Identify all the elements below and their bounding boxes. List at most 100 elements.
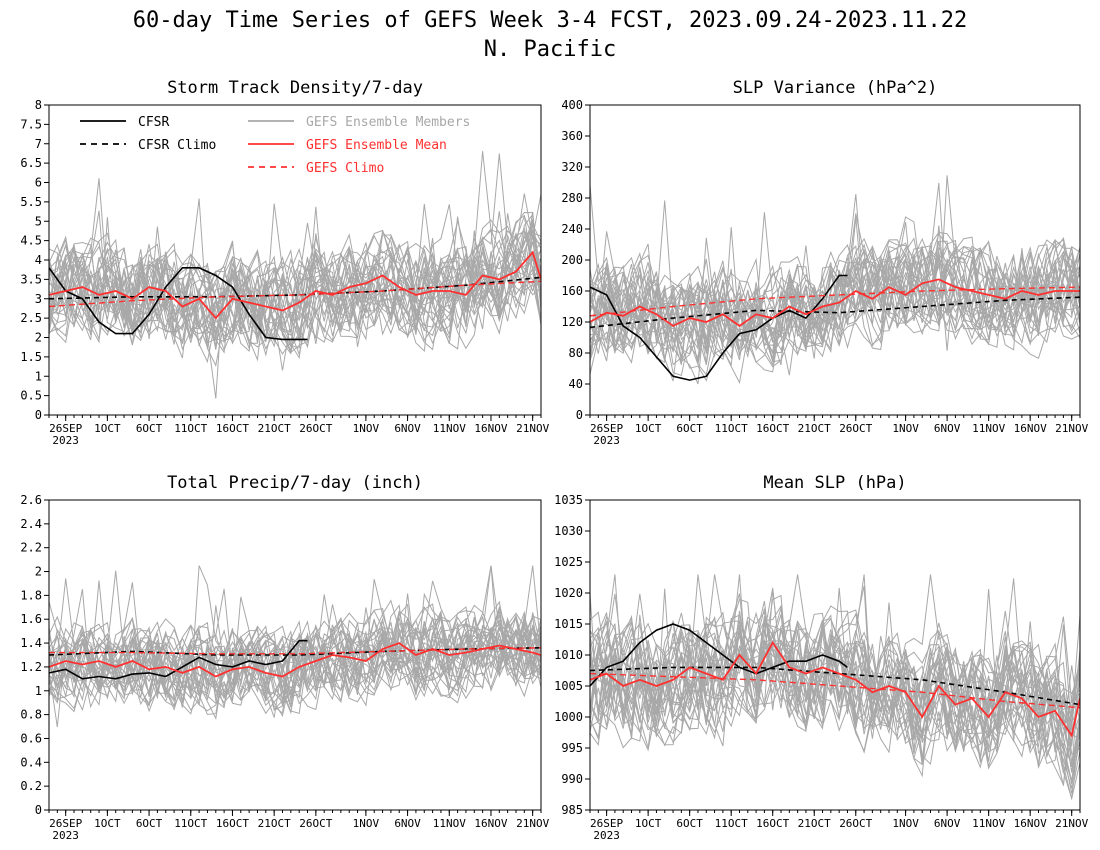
gefs-climo-line [590,672,1080,709]
y-tick-label: 1 [35,684,42,698]
y-tick-label: 0 [35,408,42,422]
ensemble-member-line [49,610,541,700]
y-tick-label: 160 [561,284,583,298]
x-tick-label: 1NOV [892,422,919,435]
y-tick-label: 7.5 [20,117,42,131]
legend-gefs-climo-label: GEFS Climo [306,161,384,176]
y-tick-label: 5.5 [20,195,42,209]
ensemble-member-line [590,608,1080,794]
panel-title: Storm Track Density/7-day [167,78,423,98]
gefs-ensemble-mean-line [590,278,1080,327]
y-tick-label: 280 [561,191,583,205]
x-tick-label: 11OCT [174,817,207,830]
x-tick-label: 26OCT [299,422,332,435]
gefs-ensemble-mean-line [49,250,541,320]
x-tick-label: 16OCT [216,817,249,830]
ensemble-member-line [49,565,541,708]
panel-title: Total Precip/7-day (inch) [167,473,423,493]
x-tick-label: 21OCT [258,422,291,435]
y-tick-label: 2.4 [20,517,42,531]
y-tick-label: 0 [576,408,583,422]
plot-area [590,175,1080,385]
x-tick-label: 21OCT [798,422,831,435]
y-tick-label: 240 [561,222,583,236]
ensemble-member-line [49,153,541,355]
x-tick-label: 1NOV [892,817,919,830]
y-tick-label: 6 [35,176,42,190]
y-tick-label: 120 [561,315,583,329]
y-tick-label: 1025 [554,555,583,569]
x-tick-label: 6OCT [136,422,163,435]
ensemble-member-line [590,184,1080,356]
legend-gefs-members-label: GEFS Ensemble Members [306,115,470,130]
x-tick-label: 16OCT [756,817,789,830]
x-tick-label: 16OCT [216,422,249,435]
x-tick-label: 6OCT [676,422,703,435]
ensemble-member-line [49,230,541,352]
y-tick-label: 2.5 [20,311,42,325]
ensemble-member-line [49,242,541,359]
ensemble-member-line [49,214,541,348]
panels: Storm Track Density/7-day 0 0.5 1 1.5 2 2.5 3 3.… [20,78,1088,842]
ensemble-member-line [49,565,541,727]
x-tick-label: 26OCT [839,422,872,435]
x-tick-label: 1OCT [635,817,662,830]
x-tick-label: 11OCT [715,817,748,830]
y-tick-label: 1010 [554,648,583,662]
y-tick-label: 2.2 [20,541,42,555]
x-tick-label: 21NOV [1055,817,1088,830]
y-tick-label: 1.4 [20,636,42,650]
y-tick-label: 7 [35,137,42,151]
x-tick-label: 11OCT [174,422,207,435]
ensemble-member-line [590,200,1080,360]
ensemble-member-line [49,203,541,351]
x-tick-label: 1OCT [635,422,662,435]
x-tick-label: 16NOV [474,422,507,435]
cfsr-climo-line [49,647,541,656]
plot-area [49,565,541,727]
y-tick-label: 1.8 [20,588,42,602]
panel-title: SLP Variance (hPa^2) [733,78,938,98]
x-tick-label: 11NOV [433,817,466,830]
x-tick-label: 16OCT [756,422,789,435]
ensemble-member-line [49,232,541,356]
chart-panel-3: Total Precip/7-day (inch)00.20.40.60.811… [20,473,549,842]
gefs-ensemble-mean-line [49,642,541,678]
x-tick-label: 21NOV [1055,422,1088,435]
x-tick-label: 6NOV [394,422,421,435]
y-tick-label: 990 [561,772,583,786]
y-tick-label: 1005 [554,679,583,693]
chart-panel-1: Storm Track Density/7-day 0 0.5 1 1.5 2 2.5 3 3.… [20,78,549,447]
y-tick-label: 40 [569,377,583,391]
cfsr-climo-line [49,276,541,300]
y-tick-label: 1000 [554,710,583,724]
legend-cfsr-climo-label: CFSR Climo [138,138,216,153]
y-tick-label: 1.2 [20,660,42,674]
y-tick-label: 0.6 [20,731,42,745]
ensemble-member-line [590,607,1080,739]
y-tick-label: 0.5 [20,389,42,403]
x-tick-label: 6OCT [676,817,703,830]
ensemble-member-line [590,574,1080,768]
ensemble-member-line [49,607,541,703]
y-tick-label: 2.6 [20,493,42,507]
plot-area [590,574,1080,801]
x-tick-label: 26SEP [590,422,623,435]
y-tick-label: 1020 [554,586,583,600]
gefs-climo-line [590,286,1080,317]
panel-title: Mean SLP (hPa) [763,473,906,493]
y-tick-label: 1.6 [20,612,42,626]
x-tick-label: 21NOV [516,817,549,830]
x-tick-label: 26SEP [49,422,82,435]
x-tick-label: 6OCT [136,817,163,830]
gefs-ensemble-mean-line [590,640,1080,738]
x-tick-label: 1NOV [353,422,380,435]
x-year-label: 2023 [52,434,79,447]
x-tick-label: 1NOV [353,817,380,830]
x-tick-label: 11NOV [972,817,1005,830]
chart-panel-4: Mean SLP (hPa) 985 990 995 1000 1005 1010 1015 1… [554,473,1089,842]
x-tick-label: 26SEP [49,817,82,830]
x-year-label: 2023 [593,434,620,447]
cfsr-line [49,266,308,341]
